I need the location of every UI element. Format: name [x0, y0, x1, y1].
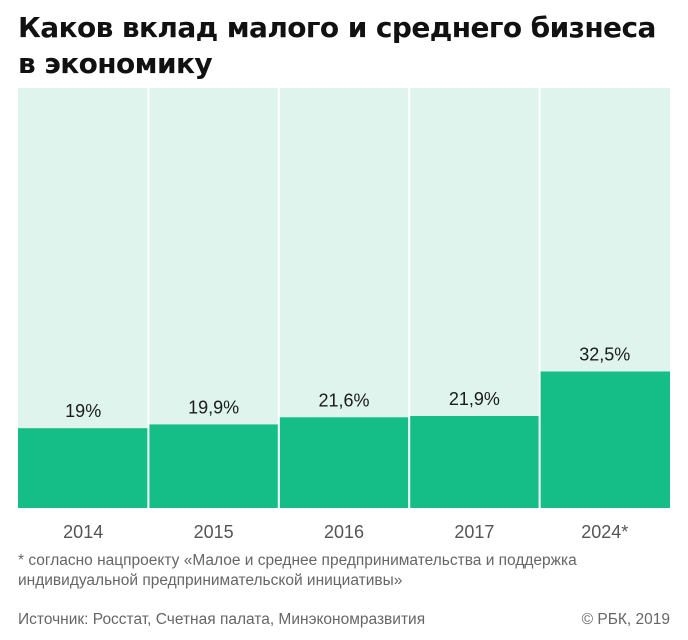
- x-tick-label: 2017: [454, 522, 494, 542]
- bar-value-label: 19,9%: [188, 397, 239, 417]
- bar-value-label: 21,9%: [449, 389, 500, 409]
- bar-chart: 19% 2014 19,9% 2015 21,6% 2016 21,9% 2017 32,5% 2…: [18, 88, 670, 542]
- bar: [18, 428, 149, 508]
- source-note: Источник: Росстат, Счетная палата, Минэк…: [18, 611, 426, 628]
- footnote: * согласно нацпроекту «Малое и среднее п…: [18, 552, 577, 589]
- x-tick-label: 2015: [194, 522, 234, 542]
- chart-title: Каков вклад малого и среднего бизнеса в …: [18, 11, 656, 80]
- bar-value-label: 32,5%: [579, 345, 630, 365]
- bar: [278, 417, 410, 508]
- bar: [539, 371, 670, 508]
- x-tick-label: 2016: [324, 522, 364, 542]
- bar-value-label: 19%: [65, 401, 101, 421]
- bar-value-label: 21,6%: [318, 390, 369, 410]
- copyright: © РБК, 2019: [581, 611, 670, 628]
- x-tick-label: 2024*: [581, 522, 628, 542]
- bar: [409, 416, 540, 508]
- bar: [148, 424, 279, 508]
- x-tick-label: 2014: [63, 522, 103, 542]
